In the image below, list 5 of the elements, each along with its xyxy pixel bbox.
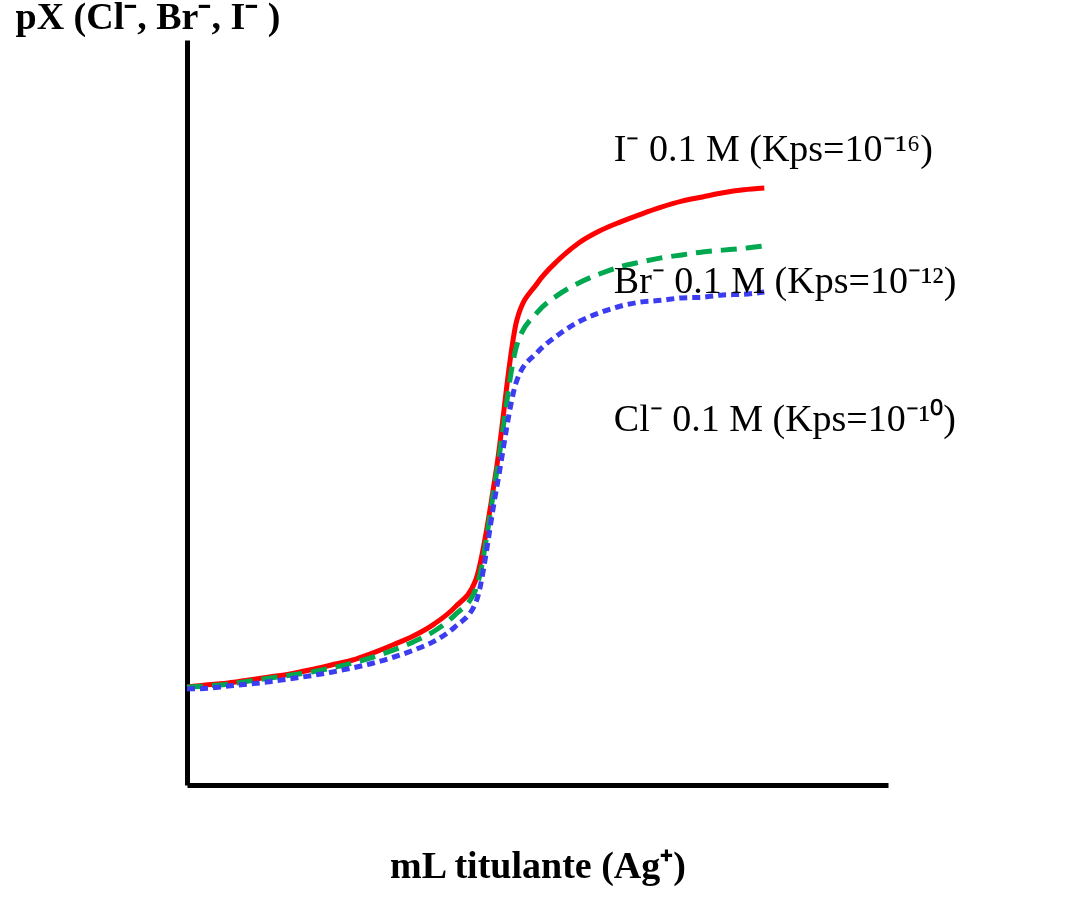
x-axis-title: mL titulante (Ag⁺) xyxy=(390,843,686,887)
series-label: I⁻ 0.1 M (Kps=10⁻¹⁶) xyxy=(613,127,933,171)
text: Cl⁻ 0.1 M (Kps=10⁻¹⁰) xyxy=(613,396,956,440)
series-label: Br⁻ 0.1 M (Kps=10⁻¹²) xyxy=(613,258,957,302)
y-axis-title: pX (Cl⁻, Br⁻, I⁻ ) xyxy=(15,0,281,38)
